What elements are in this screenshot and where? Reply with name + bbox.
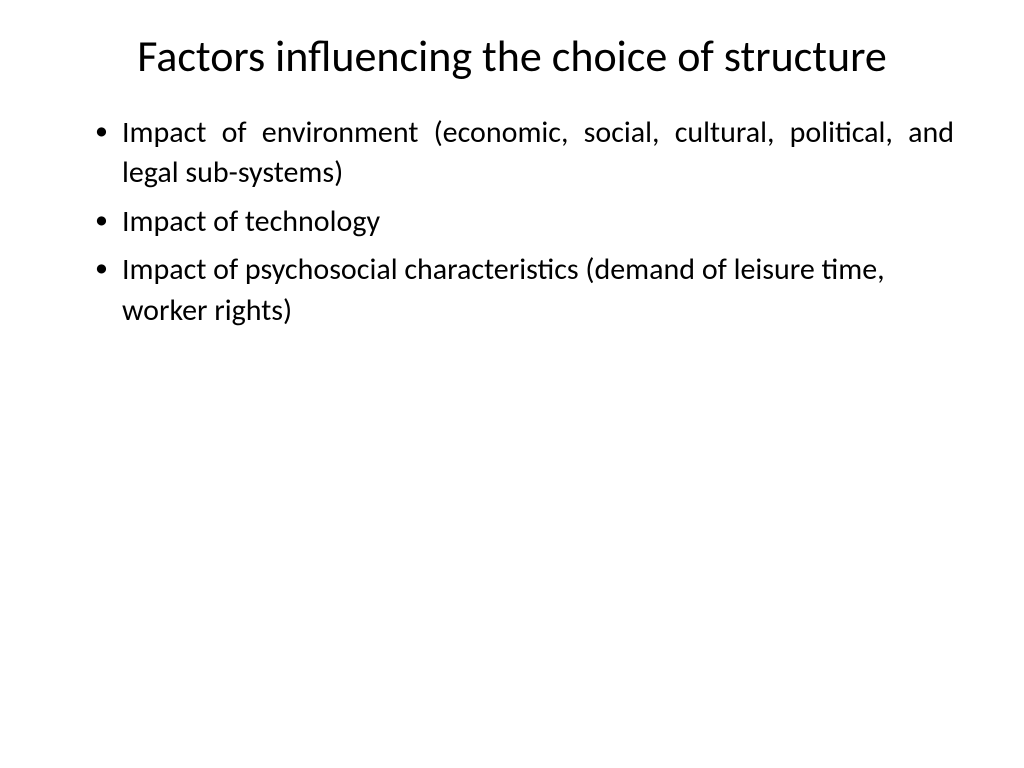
slide-container: Factors influencing the choice of struct… (0, 0, 1024, 768)
bullet-item: Impact of environment (economic, social,… (90, 113, 954, 194)
bullet-list: Impact of environment (economic, social,… (90, 113, 954, 332)
bullet-item: Impact of technology (90, 202, 954, 243)
bullet-item: Impact of psychosocial characteristics (… (90, 250, 954, 331)
slide-content: Impact of environment (economic, social,… (70, 113, 954, 332)
slide-title: Factors influencing the choice of struct… (70, 30, 954, 83)
